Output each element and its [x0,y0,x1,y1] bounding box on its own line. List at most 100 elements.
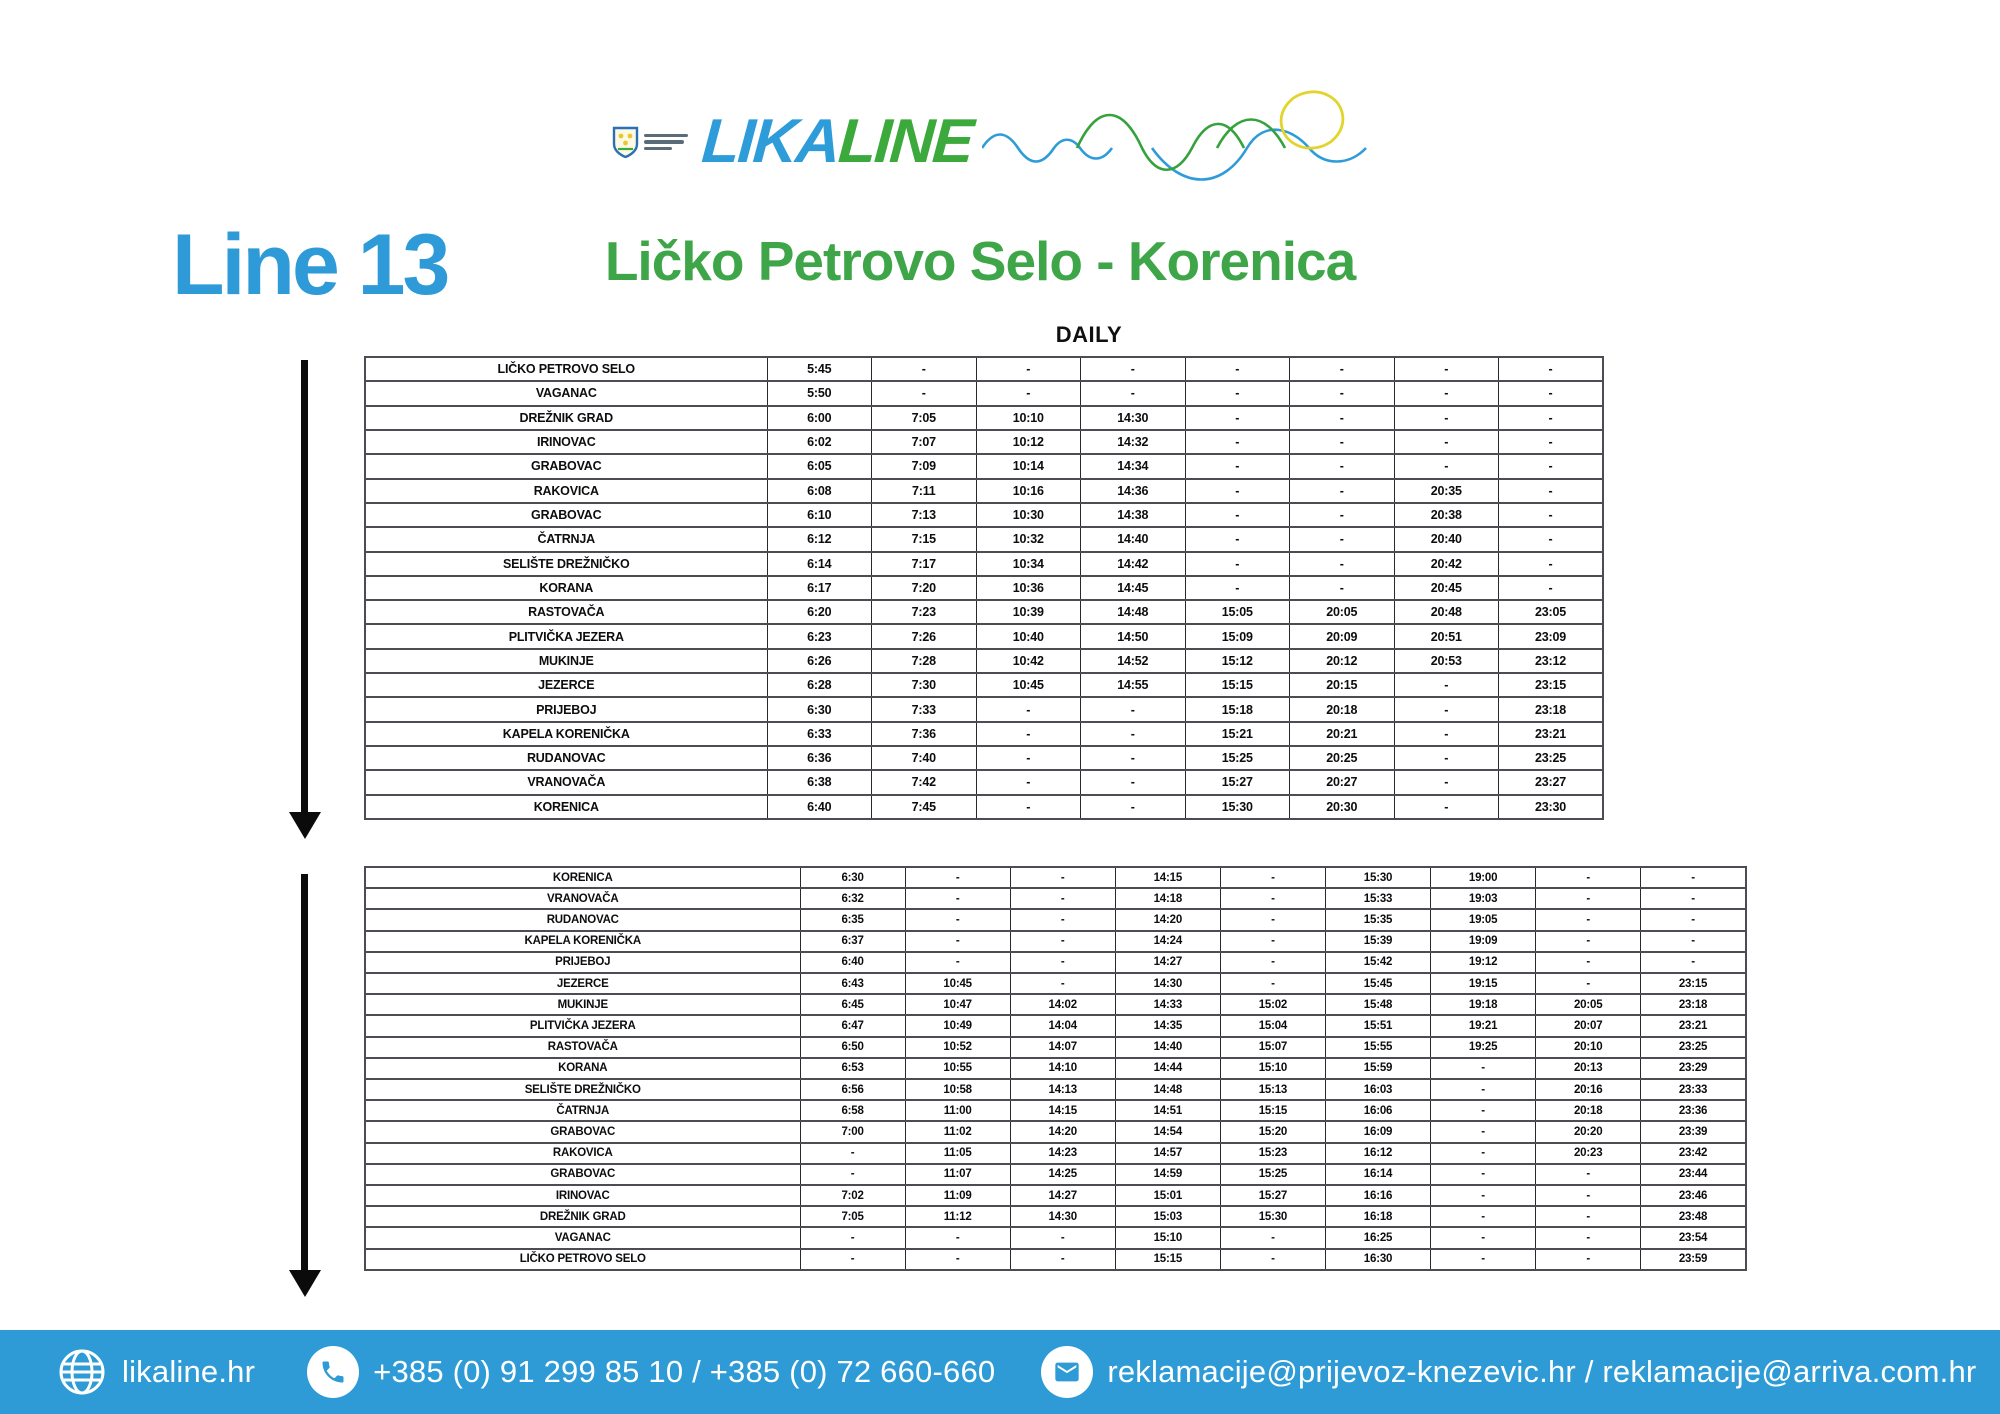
station-cell: MUKINJE [364,647,768,675]
time-cell: 6:26 [766,647,872,675]
time-cell: 20:07 [1535,1014,1642,1038]
time-cell: 7:05 [799,1205,906,1229]
time-cell: - [1535,929,1642,953]
time-cell: - [1289,526,1395,553]
time-cell: 6:38 [766,769,872,796]
time-cell: 14:27 [1114,950,1221,975]
time-cell: 14:59 [1114,1162,1221,1187]
time-cell: 15:10 [1219,1056,1326,1081]
time-cell: - [1430,1120,1537,1144]
frequency-label: DAILY [1055,322,1123,347]
time-cell: - [1184,526,1290,553]
time-cell: 11:05 [904,1141,1011,1165]
station-cell: DREŽNIK GRAD [364,404,768,431]
time-cell: 23:15 [1498,672,1604,699]
timetable-row: JEZERCE 6:28 7:30 10:45 14:55 15:15 20:15-23:1… [364,672,1604,699]
time-cell: 7:00 [799,1120,906,1144]
time-cell: 20:38 [1393,501,1499,529]
time-cell: 15:30 [1324,865,1432,890]
timetable-row: SELIŠTE DREŽNIČKO 6:56 10:58 14:13 14:48 15:1… [364,1078,1747,1102]
time-cell: - [1219,1247,1326,1272]
time-cell: 20:16 [1535,1078,1642,1102]
time-cell: - [1080,720,1186,748]
time-cell: 15:20 [1219,1120,1326,1144]
time-cell: - [1393,428,1499,456]
time-cell: 15:05 [1184,599,1290,626]
station-cell: ČATRNJA [364,526,768,553]
time-cell: - [975,769,1081,796]
time-cell: 14:25 [1009,1162,1116,1187]
time-cell: - [1080,744,1186,772]
mail-icon [1041,1346,1094,1398]
time-cell: 15:25 [1184,744,1290,772]
time-cell: - [1393,453,1499,480]
time-cell: 15:13 [1219,1078,1326,1102]
website-group: likaline.hr [56,1346,255,1398]
timetable-row: IRINOVAC 7:02 11:09 14:27 15:01 15:27 16:16- -2… [364,1184,1747,1208]
time-cell: 16:03 [1324,1078,1432,1102]
website-link[interactable]: likaline.hr [122,1354,256,1389]
likaline-logo: LIKALINE [612,86,1377,198]
time-cell: - [1535,1226,1642,1250]
station-cell: SELIŠTE DREŽNIČKO [364,1078,801,1102]
station-cell: GRABOVAC [364,453,768,480]
time-cell: - [1289,355,1395,383]
time-cell: - [1498,526,1604,553]
time-cell: 6:10 [766,501,872,529]
timetable-row: MUKINJE 6:45 10:47 14:02 14:33 15:02 15:48 19:1… [364,993,1747,1017]
timetable-row: VRANOVAČA 6:38 7:42- -15:27 20:27-23:27 [364,769,1604,796]
timetable-row: PLITVIČKA JEZERA 6:23 7:26 10:40 14:50 15:09 2… [364,623,1604,650]
timetable-row: RASTOVAČA 6:50 10:52 14:07 14:40 15:07 15:55 19… [364,1035,1747,1059]
time-cell: 6:20 [766,599,872,626]
time-cell: - [1393,672,1499,699]
time-cell: 14:15 [1009,1099,1116,1123]
time-cell: - [1289,550,1395,577]
timetable-row: VAGANAC 5:50- - - - - - - [364,380,1604,407]
time-cell: - [1498,380,1604,407]
station-cell: KAPELA KORENIČKA [364,720,768,748]
time-cell: - [1393,380,1499,407]
time-cell: - [1289,380,1395,407]
time-cell: - [1219,972,1326,996]
timetable-row: KORANA 6:17 7:20 10:36 14:45- -20:45- [364,574,1604,602]
station-cell: JEZERCE [364,672,768,699]
time-cell: 6:40 [799,950,906,975]
time-cell: 20:35 [1393,477,1499,504]
return-direction-arrow [301,874,308,1270]
time-cell: - [1498,574,1604,602]
time-cell: - [1640,865,1747,890]
time-cell: - [1535,1162,1642,1187]
timetable-row: LIČKO PETROVO SELO - - -15:15-16:30- -23:59 [364,1247,1747,1272]
email-links[interactable]: reklamacije@prijevoz-knezevic.hr / rekla… [1107,1354,1977,1389]
time-cell: - [975,793,1081,821]
route-title: Ličko Petrovo Selo - Korenica [604,230,1356,292]
time-cell: 14:15 [1114,865,1221,890]
time-cell: - [1393,355,1499,383]
time-cell: 14:32 [1080,428,1186,456]
time-cell: 16:25 [1324,1226,1432,1250]
time-cell: 20:15 [1289,672,1395,699]
time-cell: - [1289,453,1395,480]
station-cell: RUDANOVAC [364,908,801,932]
time-cell: - [904,929,1011,953]
timetable-row: GRABOVAC 6:10 7:13 10:30 14:38- -20:38- [364,501,1604,529]
timetable-row: GRABOVAC -11:07 14:25 14:59 15:25 16:14- -23:4… [364,1162,1747,1187]
time-cell: 5:50 [766,380,872,407]
time-cell: 23:42 [1640,1141,1747,1165]
time-cell: 20:05 [1289,599,1395,626]
station-cell: PRIJEBOJ [364,950,801,975]
time-cell: 23:59 [1640,1247,1747,1272]
station-cell: ČATRNJA [364,1099,801,1123]
time-cell: - [904,1247,1011,1272]
time-cell: 15:18 [1184,696,1290,723]
time-cell: 16:18 [1324,1205,1432,1229]
timetable-row: DREŽNIK GRAD 7:05 11:12 14:30 15:03 15:30 16:1… [364,1205,1747,1229]
time-cell: - [1640,950,1747,975]
time-cell: 20:51 [1393,623,1499,650]
time-cell: 19:05 [1430,908,1537,932]
station-cell: PLITVIČKA JEZERA [364,623,768,650]
time-cell: - [1498,477,1604,504]
time-cell: 6:33 [766,720,872,748]
time-cell: 7:09 [871,453,977,480]
time-cell: 14:40 [1080,526,1186,553]
